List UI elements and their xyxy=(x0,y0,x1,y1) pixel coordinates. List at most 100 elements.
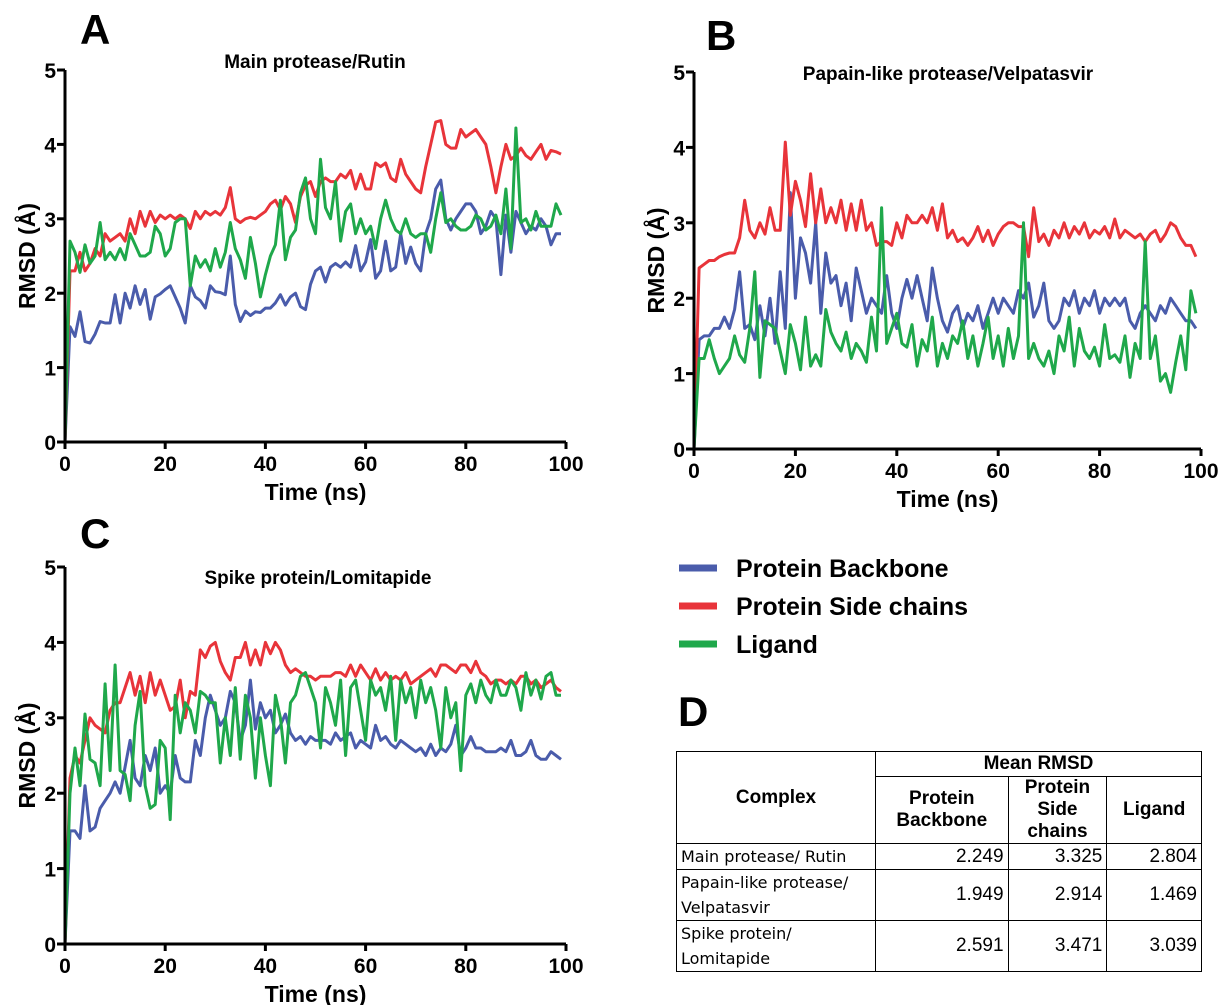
y-tick-label-c: 5 xyxy=(44,557,56,580)
value-cell: 2.591 xyxy=(875,920,1009,972)
x-axis-label-c: Time (ns) xyxy=(265,981,367,1005)
x-tick-label-a: 0 xyxy=(59,453,71,476)
column-header-line: Side xyxy=(1037,799,1078,820)
x-tick-label-a: 20 xyxy=(154,453,177,476)
chart-panel-a: A Main protease/Rutin 0 1 2 3 4 5 0 20 40 60 80 100 Ti… xyxy=(13,6,584,505)
table-body: Main protease/ Rutin 2.249 3.325 2.804 Papai… xyxy=(676,843,1202,972)
y-tick-label-a: 0 xyxy=(44,432,56,455)
y-tick-label-a: 5 xyxy=(44,60,56,83)
value-cell: 2.249 xyxy=(875,843,1009,870)
complex-name-line: Spike protein/ xyxy=(681,924,792,943)
y-tick-label-b: 1 xyxy=(673,364,685,387)
series-line-a-protein-side-chains xyxy=(63,119,562,443)
value-cell: 2.804 xyxy=(1106,843,1202,870)
table-row: Papain-like protease/Velpatasvir 1.949 2.9… xyxy=(676,869,1202,921)
y-tick-label-c: 4 xyxy=(44,632,56,655)
series-line-b-ligand xyxy=(692,206,1198,450)
x-tick-label-b: 20 xyxy=(784,460,807,483)
complex-name-cell: Spike protein/Lomitapide xyxy=(676,920,876,972)
y-tick-label-b: 4 xyxy=(673,137,685,160)
table-row: Main protease/ Rutin 2.249 3.325 2.804 xyxy=(676,843,1202,870)
x-tick-label-b: 100 xyxy=(1183,460,1218,483)
complex-name-line: Papain-like protease/ xyxy=(681,873,849,892)
y-tick-label-c: 1 xyxy=(44,859,56,882)
x-tick-label-b: 40 xyxy=(885,460,908,483)
y-tick-label-a: 1 xyxy=(44,358,56,381)
legend-label-ligand: Ligand xyxy=(736,631,818,659)
value-cell: 3.325 xyxy=(1007,843,1108,870)
legend-item-protein-backbone: Protein Backbone xyxy=(679,555,949,583)
x-axis-label-a: Time (ns) xyxy=(265,479,367,505)
y-tick-label-b: 3 xyxy=(673,213,685,236)
column-header-row: Protein Backbone Protein Side chains Ligand xyxy=(677,776,1202,844)
series-line-a-ligand xyxy=(63,126,563,443)
panel-label-c: C xyxy=(80,510,110,557)
x-tick-label-a: 60 xyxy=(354,453,377,476)
mean-rmsd-header: Mean RMSD xyxy=(875,751,1202,777)
y-tick-label-a: 3 xyxy=(44,209,56,232)
x-tick-label-b: 80 xyxy=(1088,460,1111,483)
x-tick-label-b: 60 xyxy=(987,460,1010,483)
value-cell: 3.039 xyxy=(1106,920,1202,972)
legend-item-ligand: Ligand xyxy=(679,631,818,659)
y-tick-label-c: 0 xyxy=(44,934,56,957)
table-row: Spike protein/Lomitapide 2.591 3.471 3.039 xyxy=(676,920,1202,972)
complex-name-line: Main protease/ Rutin xyxy=(681,847,847,866)
chart-panel-c: C Spike protein/Lomitapide 0 1 2 3 4 5 0 20 40 60 80… xyxy=(13,510,584,1005)
value-cell: 1.949 xyxy=(875,869,1009,921)
series-line-b-protein-backbone xyxy=(692,191,1198,450)
x-tick-label-c: 0 xyxy=(59,955,71,978)
legend-label-protein-backbone: Protein Backbone xyxy=(736,555,949,583)
x-tick-label-a: 40 xyxy=(254,453,277,476)
column-header-line: Protein xyxy=(909,788,975,809)
x-tick-label-c: 20 xyxy=(154,955,177,978)
legend-item-protein-side-chains: Protein Side chains xyxy=(679,593,968,621)
series-line-b-protein-side-chains xyxy=(692,140,1198,450)
y-tick-label-b: 0 xyxy=(673,439,685,462)
panel-label-a: A xyxy=(80,6,110,53)
y-axis-label-b: RMSD (Å) xyxy=(642,207,669,313)
column-header-line: Backbone xyxy=(896,810,988,831)
column-header-2: Ligand xyxy=(1106,776,1202,844)
panel-label-b: B xyxy=(706,12,736,59)
x-tick-label-c: 40 xyxy=(254,955,277,978)
mean-rmsd-table: Complex Mean RMSD Protein Backbone Protein… xyxy=(676,751,1202,972)
complex-name-line: Lomitapide xyxy=(681,949,771,968)
x-tick-label-c: 60 xyxy=(354,955,377,978)
legend: Protein Backbone Protein Side chains Ligan… xyxy=(679,555,968,659)
y-tick-label-c: 2 xyxy=(44,783,56,806)
column-header-0: Protein Backbone xyxy=(875,776,1009,844)
y-axis-label-a: RMSD (Å) xyxy=(13,203,40,309)
chart-title-a: Main protease/Rutin xyxy=(224,52,406,73)
complex-name-line: Velpatasvir xyxy=(681,898,770,917)
column-header-line: chains xyxy=(1027,821,1088,842)
column-header-1: Protein Side chains xyxy=(1007,776,1108,844)
x-tick-label-a: 80 xyxy=(454,453,477,476)
x-axis-label-b: Time (ns) xyxy=(897,486,999,512)
series-line-c-ligand xyxy=(63,663,561,945)
column-header-line: Protein xyxy=(1024,777,1091,798)
chart-panel-b: B Papain-like protease/Velpatasvir 0 1 2 3 4 5 0… xyxy=(642,12,1219,512)
series-line-a-protein-backbone xyxy=(63,178,561,443)
x-tick-label-c: 80 xyxy=(454,955,477,978)
complex-header: Complex xyxy=(676,751,876,844)
x-tick-label-b: 0 xyxy=(688,460,700,483)
y-tick-label-c: 3 xyxy=(44,708,56,731)
x-tick-label-a: 100 xyxy=(548,453,583,476)
series-line-c-protein-side-chains xyxy=(63,640,562,945)
y-tick-label-b: 2 xyxy=(673,288,685,311)
y-axis-label-c: RMSD (Å) xyxy=(13,702,40,808)
y-tick-label-a: 4 xyxy=(44,134,56,157)
value-cell: 2.914 xyxy=(1007,869,1108,921)
legend-label-protein-side-chains: Protein Side chains xyxy=(736,593,968,621)
value-cell: 1.469 xyxy=(1106,869,1202,921)
y-tick-label-b: 5 xyxy=(673,62,685,85)
x-tick-label-c: 100 xyxy=(548,955,583,978)
y-tick-label-a: 2 xyxy=(44,283,56,306)
chart-title-b: Papain-like protease/Velpatasvir xyxy=(803,64,1094,85)
chart-title-c: Spike protein/Lomitapide xyxy=(205,568,432,589)
value-cell: 3.471 xyxy=(1007,920,1108,972)
complex-name-cell: Main protease/ Rutin xyxy=(676,843,876,870)
